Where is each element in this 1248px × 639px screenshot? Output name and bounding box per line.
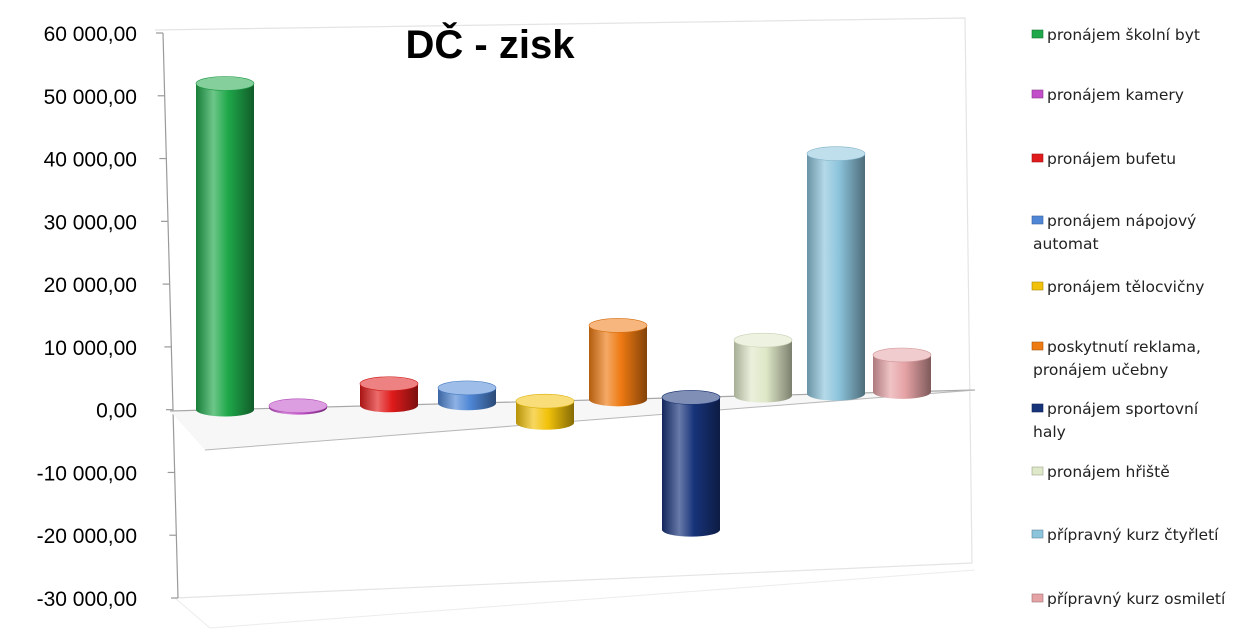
bar-body [873, 354, 931, 399]
bar-top [437, 380, 497, 396]
legend-item-10: přípravný kurz osmiletí [1031, 590, 1226, 608]
bar-top [588, 318, 648, 333]
bar-5 [515, 393, 575, 430]
plot-walls [154, 17, 976, 629]
y-tick-label: 20 000,00 [44, 274, 137, 297]
legend-label-line: přípravný kurz čtyřletí [1047, 526, 1219, 544]
y-tick-label: 40 000,00 [44, 149, 137, 172]
bar-top [195, 76, 255, 91]
legend-item-8: pronájem hřiště [1031, 463, 1170, 481]
bars [195, 76, 932, 537]
bar-top [733, 332, 793, 348]
legend-item-6: poskytnutí reklama, pronájem učebny [1031, 338, 1201, 379]
legend-swatch [1031, 281, 1044, 291]
y-axis-line [162, 32, 179, 599]
legend-label-line: haly [1033, 423, 1066, 441]
bar-body [807, 153, 865, 401]
legend-swatch [1031, 403, 1044, 413]
legend-item-3: pronájem bufetu [1031, 150, 1176, 168]
legend-swatch [1031, 529, 1044, 539]
bar-3 [359, 376, 419, 413]
legend-swatch [1031, 593, 1044, 603]
legend-label-line: pronájem nápojový [1047, 212, 1196, 230]
legend-label-line: pronájem sportovní [1047, 400, 1199, 418]
bar-9 [806, 146, 866, 401]
legend-item-4: pronájem nápojový automat [1031, 212, 1196, 253]
legend-label-line: pronájem tělocvičny [1047, 278, 1204, 296]
bar-top [268, 398, 328, 414]
y-tick-label: 10 000,00 [44, 337, 137, 360]
bar-top [515, 393, 575, 409]
chart-title: DČ - zisk [406, 21, 576, 67]
legend-swatch [1031, 466, 1044, 476]
bar-body [734, 340, 792, 403]
legend-swatch [1031, 341, 1044, 351]
legend-label-line: přípravný kurz osmiletí [1047, 590, 1226, 608]
legend-label-line: automat [1033, 235, 1099, 253]
bar-body [196, 83, 254, 417]
legend-label-line: pronájem školní byt [1047, 26, 1200, 44]
legend-swatch [1031, 153, 1044, 163]
y-tick-label: -10 000,00 [37, 462, 137, 485]
legend-label-line: pronájem kamery [1047, 86, 1184, 104]
legend-swatch [1031, 89, 1044, 99]
bar-top [661, 390, 721, 405]
bar-7 [661, 390, 721, 537]
legend-label-line: pronájem učebny [1033, 361, 1168, 379]
bar-body [589, 325, 647, 407]
legend-label-line: poskytnutí reklama, [1047, 338, 1201, 356]
legend-item-1: pronájem školní byt [1031, 26, 1200, 44]
y-tick-label: 30 000,00 [44, 211, 137, 234]
y-tick-label: 50 000,00 [44, 86, 137, 109]
legend-item-5: pronájem tělocvičny [1031, 278, 1204, 296]
legend: pronájem školní byt pronájem kamery pronáj… [1031, 26, 1226, 608]
bar-top [872, 347, 932, 363]
bar-top [806, 146, 866, 161]
y-tick-label: -30 000,00 [37, 588, 137, 611]
y-tick-label: -20 000,00 [37, 525, 137, 548]
legend-item-7: pronájem sportovní haly [1031, 400, 1199, 441]
bar-body [360, 383, 418, 413]
bar-6 [588, 318, 648, 407]
plot-frame-bottom [209, 569, 976, 629]
bar-8 [733, 332, 793, 403]
plot-frame-edge [174, 597, 211, 629]
bar-4 [437, 380, 497, 411]
bar-body [662, 397, 720, 537]
legend-item-2: pronájem kamery [1031, 86, 1184, 104]
y-tick-label: 0,00 [96, 400, 137, 423]
bar-body [516, 401, 574, 430]
bar-top [359, 376, 419, 392]
legend-swatch [1031, 29, 1044, 39]
legend-item-9: přípravný kurz čtyřletí [1031, 526, 1219, 544]
bar-2 [268, 398, 328, 415]
bar-10 [872, 347, 932, 399]
bar-1 [195, 76, 255, 417]
plot-frame [154, 17, 973, 599]
y-tick-label: 60 000,00 [44, 23, 137, 46]
legend-label-line: pronájem hřiště [1047, 463, 1170, 481]
legend-label-line: pronájem bufetu [1047, 150, 1176, 168]
y-axis: 60 000,00 50 000,00 40 000,00 30 000,00 20 0… [37, 23, 179, 611]
legend-swatch [1031, 215, 1044, 225]
